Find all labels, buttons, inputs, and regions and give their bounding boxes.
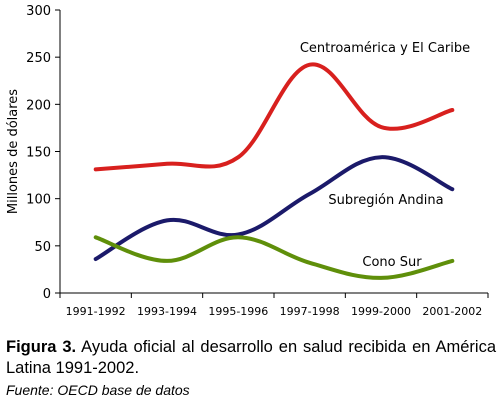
- y-axis: 0 50 100 150 200 250 300: [26, 4, 61, 302]
- x-tick-label: 1991-1992: [66, 305, 126, 318]
- y-tick-label: 200: [26, 98, 51, 113]
- x-tick-label: 1999-2000: [351, 305, 411, 318]
- series-labels: Centroamérica y El Caribe Subregión Andin…: [300, 41, 470, 270]
- y-tick-label: 50: [34, 240, 51, 255]
- figure-caption-text: Ayuda oficial al desarrollo en salud rec…: [6, 338, 496, 377]
- x-tick-label: 1993-1994: [137, 305, 197, 318]
- series-label-cono-sur: Cono Sur: [362, 255, 422, 270]
- series-line-centroamerica-y-el-caribe: [93, 62, 455, 172]
- y-axis-title: Millones de dólares: [6, 89, 21, 214]
- series-line-cono-sur: [93, 235, 455, 280]
- y-tick-label: 150: [26, 146, 51, 161]
- x-tick-label: 1995-1996: [208, 305, 268, 318]
- x-axis: 1991-1992 1993-1994 1995-1996 1997-1998 1999…: [59, 292, 489, 318]
- figure-caption: Figura 3. Ayuda oficial al desarrollo en…: [6, 337, 496, 379]
- series-lines: [93, 62, 455, 280]
- y-tick-label: 0: [43, 287, 51, 302]
- x-tick-label: 2001-2002: [422, 305, 482, 318]
- figure-caption-label: Figura 3.: [6, 338, 77, 356]
- figure-source: Fuente: OECD base de datos: [6, 382, 190, 398]
- series-label-subregion-andina: Subregión Andina: [328, 193, 443, 208]
- x-tick-label: 1997-1998: [280, 305, 340, 318]
- series-label-centroamerica-y-el-caribe: Centroamérica y El Caribe: [300, 41, 470, 56]
- series-line-subregion-andina: [93, 155, 455, 261]
- y-tick-label: 100: [26, 193, 51, 208]
- y-tick-label: 300: [26, 4, 51, 19]
- y-tick-label: 250: [26, 51, 51, 66]
